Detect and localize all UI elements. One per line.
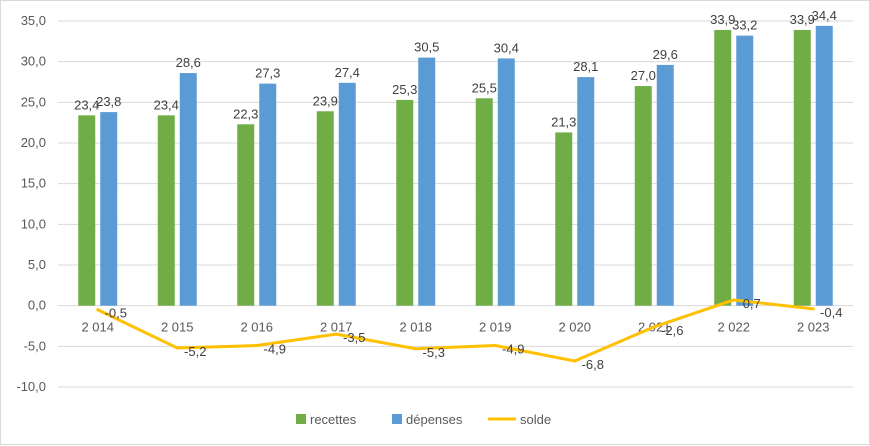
line-data-label: -0,4	[820, 305, 842, 320]
bar-recettes	[396, 99, 414, 306]
legend-label: recettes	[310, 412, 357, 427]
bar-recettes	[316, 111, 334, 306]
bar-recettes	[634, 86, 652, 306]
bar-dépenses	[736, 35, 754, 306]
y-tick-label: 35,0	[21, 13, 46, 28]
line-point	[334, 332, 338, 336]
bar-dépenses	[418, 57, 436, 306]
bar-data-label: 23,4	[154, 97, 179, 112]
line-data-label: -5,2	[184, 344, 206, 359]
x-tick-label: 2 019	[479, 320, 512, 335]
bar-data-label: 23,9	[313, 93, 338, 108]
x-tick-label: 2 020	[558, 320, 591, 335]
x-tick-label: 2 023	[797, 320, 830, 335]
legend-label: solde	[520, 412, 551, 427]
bar-dépenses	[577, 77, 595, 306]
line-data-label: 0,7	[743, 296, 761, 311]
bar-dépenses	[497, 58, 515, 306]
x-tick-label: 2 018	[399, 320, 432, 335]
legend-swatch-dépenses	[392, 414, 402, 424]
bar-data-label: 30,5	[414, 40, 439, 55]
bar-data-label: 33,9	[790, 12, 815, 27]
bar-data-label: 22,3	[233, 106, 258, 121]
line-data-label: -4,9	[502, 342, 524, 357]
bar-recettes	[555, 132, 573, 306]
line-point	[493, 344, 497, 348]
bar-recettes	[714, 29, 732, 306]
line-point	[573, 359, 577, 363]
bar-data-label: 29,6	[653, 47, 678, 62]
line-point	[652, 325, 656, 329]
line-point	[732, 298, 736, 302]
bar-recettes	[475, 98, 493, 306]
bar-data-label: 25,3	[392, 82, 417, 97]
bar-dépenses	[100, 112, 118, 306]
bar-data-label: 27,4	[335, 65, 360, 80]
line-data-label: -5,3	[423, 345, 445, 360]
bar-dépenses	[259, 83, 277, 306]
bar-recettes	[157, 115, 175, 306]
line-data-label: -6,8	[582, 357, 604, 372]
bar-dépenses	[338, 82, 356, 306]
y-tick-label: -10,0	[16, 379, 46, 394]
y-tick-label: 25,0	[21, 94, 46, 109]
bar-data-label: 33,9	[710, 12, 735, 27]
bar-data-label: 30,4	[494, 40, 519, 55]
bar-dépenses	[656, 64, 674, 306]
bar-data-label: 21,3	[551, 114, 576, 129]
line-point	[96, 308, 100, 312]
bar-data-label: 27,0	[631, 68, 656, 83]
line-data-label: -3,5	[343, 330, 365, 345]
bar-data-label: 34,4	[812, 8, 837, 23]
bar-recettes	[237, 124, 255, 306]
y-tick-label: 0,0	[28, 298, 46, 313]
bar-recettes	[78, 115, 96, 306]
bar-recettes	[793, 29, 811, 306]
bar-data-label: 25,5	[472, 80, 497, 95]
legend-label: dépenses	[406, 412, 463, 427]
line-point	[414, 347, 418, 351]
bar-data-label: 23,8	[96, 94, 121, 109]
y-tick-label: 30,0	[21, 54, 46, 69]
bar-dépenses	[179, 73, 197, 306]
y-tick-label: 5,0	[28, 257, 46, 272]
y-tick-label: 20,0	[21, 135, 46, 150]
bar-dépenses	[815, 25, 833, 306]
bar-data-label: 28,6	[176, 55, 201, 70]
bar-data-label: 28,1	[573, 59, 598, 74]
x-tick-label: 2 022	[717, 320, 750, 335]
line-point	[175, 346, 179, 350]
x-tick-label: 2 015	[161, 320, 194, 335]
y-tick-label: 10,0	[21, 216, 46, 231]
bar-data-label: 33,2	[732, 18, 757, 33]
line-point	[255, 344, 259, 348]
bar-data-label: 23,4	[74, 97, 99, 112]
y-tick-label: -5,0	[24, 338, 46, 353]
line-data-label: -2,6	[661, 323, 683, 338]
x-tick-label: 2 017	[320, 320, 353, 335]
x-tick-label: 2 016	[240, 320, 273, 335]
line-data-label: -4,9	[264, 342, 286, 357]
line-solde	[97, 298, 814, 363]
y-tick-label: 15,0	[21, 176, 46, 191]
legend-swatch-recettes	[296, 414, 306, 424]
bar-data-label: 27,3	[255, 66, 280, 81]
line-point	[811, 307, 815, 311]
line-data-label: -0,5	[105, 306, 127, 321]
x-tick-label: 2 014	[81, 320, 114, 335]
